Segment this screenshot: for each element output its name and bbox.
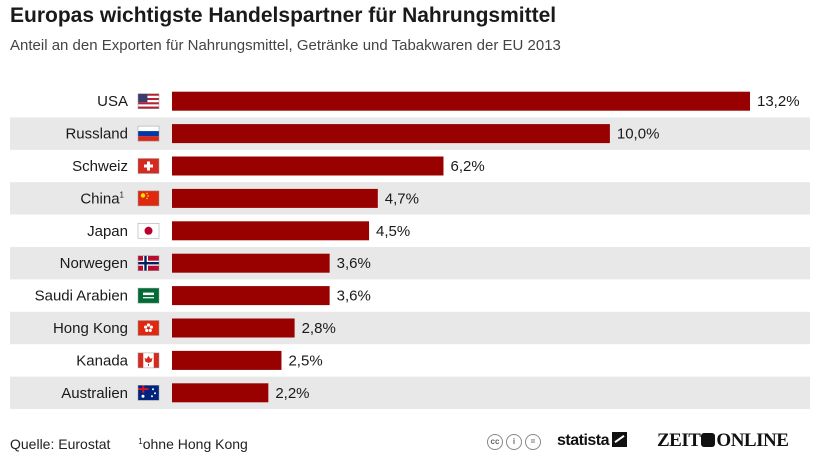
category-label: Schweiz xyxy=(72,158,128,175)
flag-hk-icon xyxy=(137,320,160,336)
category-label: Japan xyxy=(87,223,128,240)
source-text: Quelle: Eurostat xyxy=(10,436,111,452)
statista-wordmark: statista xyxy=(557,432,610,449)
value-label: 4,5% xyxy=(376,223,410,240)
flag-jp-icon xyxy=(137,223,160,239)
value-label: 10,0% xyxy=(617,126,660,143)
chart-title: Europas wichtigste Handelspartner für Na… xyxy=(10,4,557,27)
value-label: 4,7% xyxy=(385,190,419,207)
footnote-text: ohne Hong Kong xyxy=(142,436,248,452)
bar xyxy=(172,383,269,403)
value-label: 2,5% xyxy=(288,352,322,369)
value-label: 13,2% xyxy=(757,93,800,110)
chart-footer: Quelle: Eurostat 1ohne Hong Kong xyxy=(10,436,248,452)
statista-mark-icon xyxy=(612,432,628,447)
flag-ca-icon xyxy=(137,352,160,369)
footnote-mark: 1 xyxy=(138,437,143,446)
flag-no-icon xyxy=(137,255,160,271)
bar xyxy=(172,221,370,241)
value-label: 2,2% xyxy=(275,385,309,402)
bar xyxy=(172,124,610,144)
bar xyxy=(172,188,378,208)
zeit-wordmark-left: ZEIT xyxy=(657,430,701,451)
cc-icon: cc xyxy=(487,434,503,450)
flag-sa-icon xyxy=(137,287,160,304)
footnote-mark: 1 xyxy=(120,190,125,199)
license-icons[interactable]: cc i = xyxy=(487,434,541,450)
flag-cn-icon xyxy=(137,190,160,207)
category-label: USA xyxy=(97,93,128,110)
flag-ch-icon xyxy=(137,158,160,174)
zeit-crest-icon xyxy=(701,433,716,447)
flag-au-icon xyxy=(137,385,160,401)
flag-us-icon xyxy=(137,93,160,109)
row-band xyxy=(10,311,810,345)
zeit-wordmark-right: ONLINE xyxy=(716,430,789,451)
row-band xyxy=(10,247,810,280)
value-label: 3,6% xyxy=(337,255,371,272)
category-label: Russland xyxy=(65,126,128,143)
category-label: Australien xyxy=(61,385,128,402)
value-label: 2,8% xyxy=(302,320,336,337)
value-label: 3,6% xyxy=(337,288,371,305)
zeit-online-logo[interactable]: ZEIT ONLINE xyxy=(657,430,789,452)
category-label: Norwegen xyxy=(60,255,128,272)
row-band xyxy=(10,376,810,409)
statista-logo[interactable]: statista xyxy=(557,432,628,450)
cc-by-icon: i xyxy=(506,434,522,450)
chart-subtitle: Anteil an den Exporten für Nahrungsmitte… xyxy=(10,37,561,54)
category-label: Hong Kong xyxy=(53,320,128,337)
bar xyxy=(172,253,330,273)
footnote: 1ohne Hong Kong xyxy=(138,436,248,452)
value-label: 6,2% xyxy=(450,158,484,175)
bar xyxy=(172,286,330,306)
bar-chart: USA 13,2% Russland 10,0% Schweiz 6,2% China1 4,… xyxy=(10,91,810,409)
bar xyxy=(172,350,282,370)
flag-ru-icon xyxy=(137,125,160,142)
bar xyxy=(172,156,444,176)
cc-nd-icon: = xyxy=(525,434,541,450)
bar xyxy=(172,91,750,111)
category-label: Saudi Arabien xyxy=(35,288,128,305)
category-label: Kanada xyxy=(76,352,128,369)
bar xyxy=(172,318,295,338)
category-label: China1 xyxy=(80,190,124,207)
